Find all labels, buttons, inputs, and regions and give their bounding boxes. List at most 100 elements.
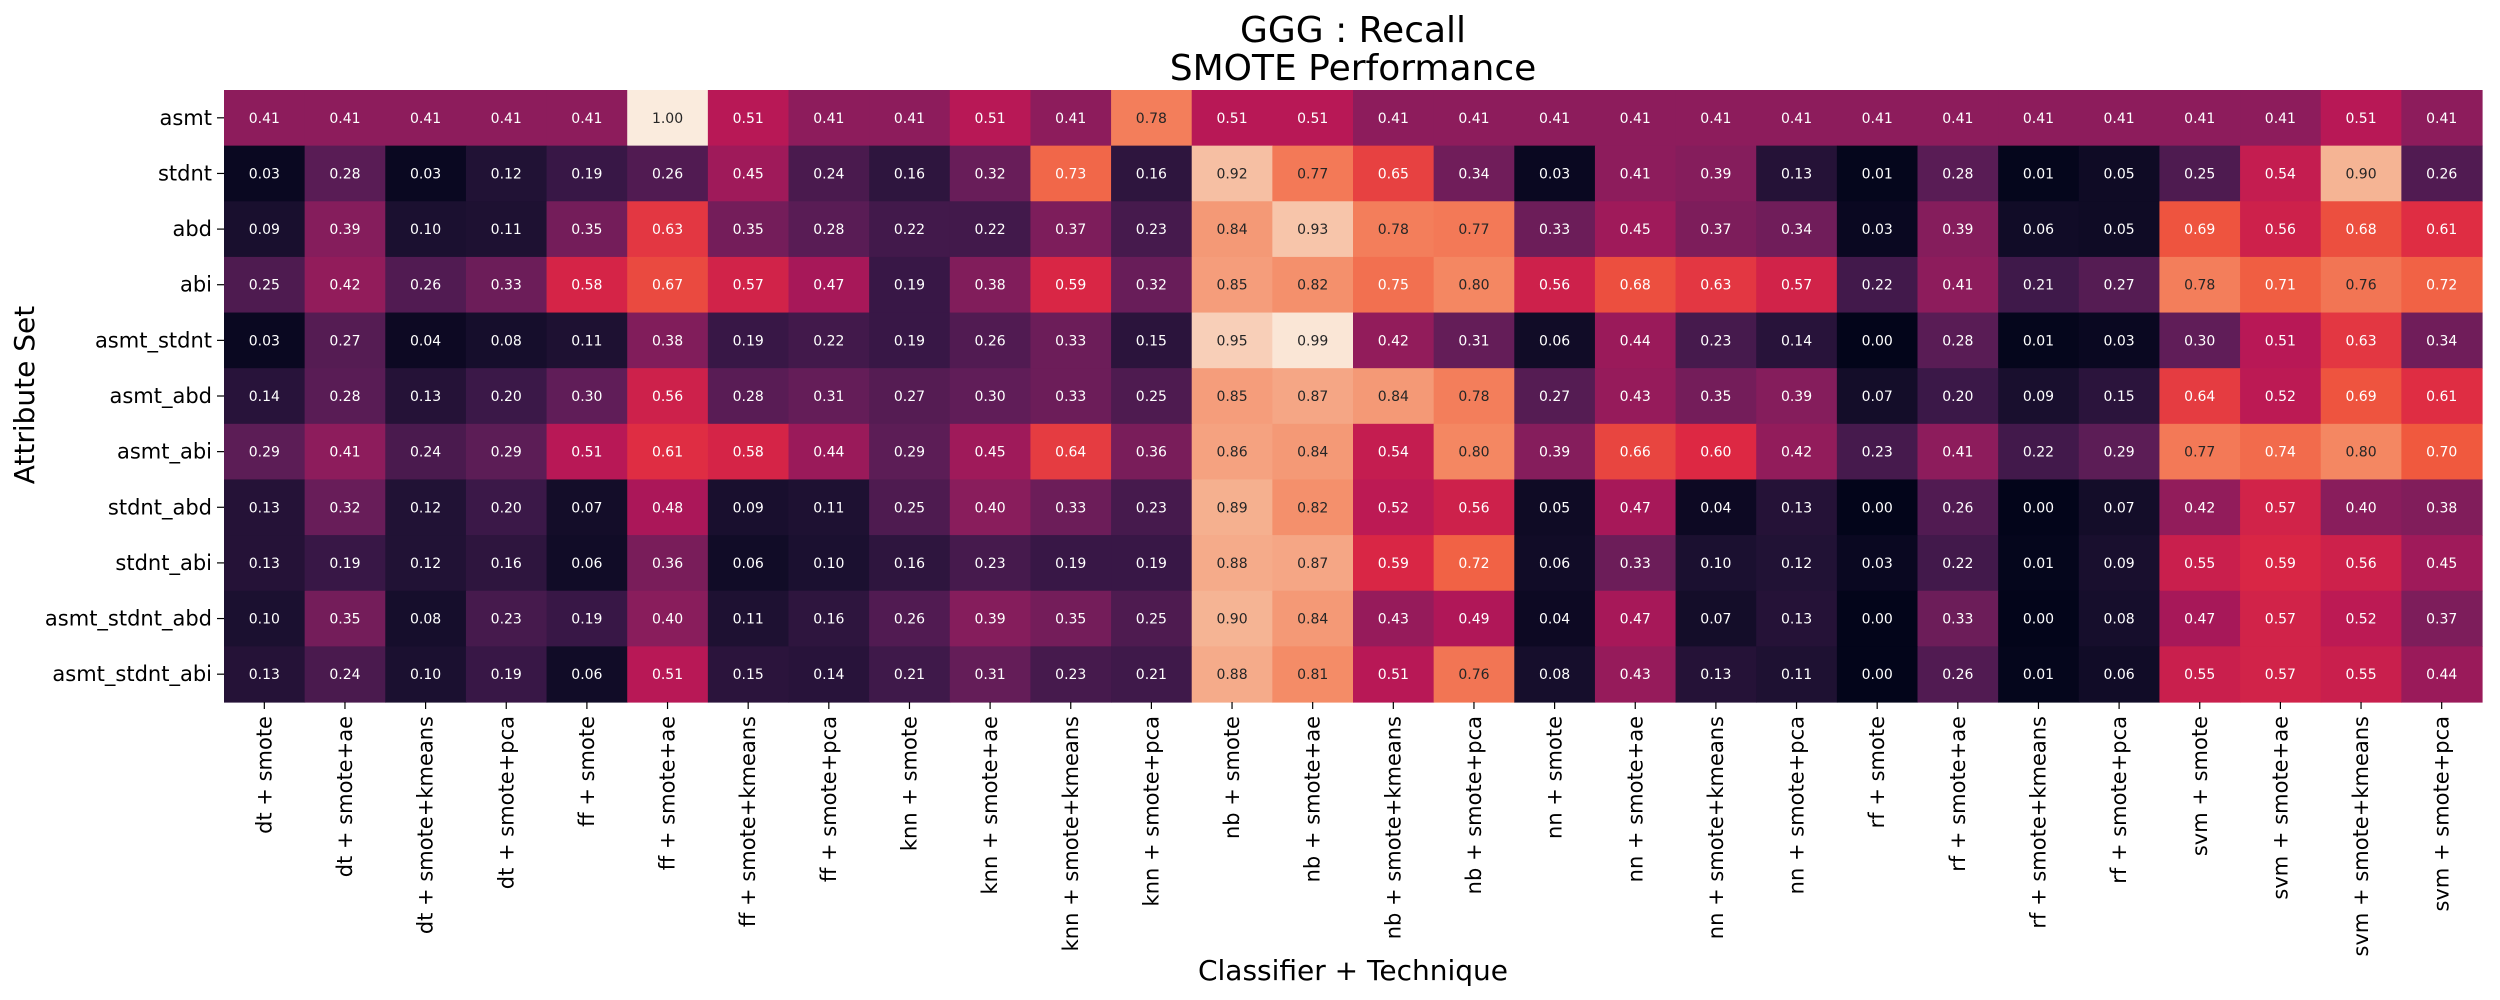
heatmap-cell (1111, 590, 1193, 647)
heatmap-cell (2078, 201, 2161, 258)
heatmap-cell (2078, 145, 2161, 202)
heatmap-cell-value: 0.76 (1458, 667, 1489, 683)
heatmap-cell-value: 0.52 (2265, 389, 2296, 405)
heatmap-cell (2159, 201, 2241, 258)
heatmap-cell (1272, 145, 1354, 202)
heatmap-cell (385, 90, 467, 147)
y-tick-label: asmt_abd (109, 384, 212, 409)
heatmap-cell-value: 0.25 (1136, 389, 1167, 405)
heatmap-cell (385, 312, 467, 369)
heatmap-cell-value: 0.43 (1620, 667, 1651, 683)
heatmap-cell-value: 0.10 (410, 667, 441, 683)
heatmap-cell (627, 646, 709, 703)
heatmap-cell (1917, 479, 1999, 536)
heatmap-cell-value: 0.68 (2345, 222, 2376, 238)
heatmap-cell (1836, 145, 1919, 202)
heatmap-cell-value: 0.45 (2426, 556, 2457, 572)
heatmap-cell-value: 0.41 (1942, 445, 1973, 461)
heatmap-cell (1353, 368, 1435, 425)
heatmap-cell (2159, 368, 2241, 425)
heatmap-cell (949, 312, 1032, 369)
heatmap-cell-value: 0.47 (1620, 612, 1651, 628)
heatmap-cell (1514, 256, 1596, 314)
heatmap-cell-value: 0.01 (2023, 556, 2054, 572)
heatmap-cell (304, 423, 386, 481)
heatmap-cell-value: 0.00 (2023, 500, 2054, 516)
heatmap-cell-value: 0.12 (1781, 556, 1812, 572)
heatmap-cell (1111, 90, 1193, 147)
heatmap-cell (707, 312, 790, 369)
heatmap-cell-value: 0.13 (1700, 667, 1731, 683)
heatmap-cell-value: 0.29 (2104, 445, 2135, 461)
heatmap-cell-value: 0.41 (1781, 111, 1812, 127)
heatmap-cell (2078, 479, 2161, 536)
heatmap-cell (1433, 646, 1515, 703)
heatmap-cell-value: 0.51 (571, 445, 602, 461)
x-tick-label: rf + smote+ae (1946, 716, 1970, 872)
heatmap-cell-value: 0.20 (491, 500, 522, 516)
heatmap-cell-value: 0.00 (1862, 500, 1893, 516)
heatmap-cell (385, 256, 467, 314)
heatmap-cell (1433, 479, 1515, 536)
heatmap-cell-value: 0.11 (491, 222, 522, 238)
heatmap-cell-value: 0.09 (2023, 389, 2054, 405)
heatmap-cell (2401, 256, 2483, 314)
heatmap-cell (304, 646, 386, 703)
heatmap-cell (627, 201, 709, 258)
heatmap-cell (224, 646, 306, 703)
heatmap-cell-value: 0.26 (894, 612, 925, 628)
heatmap-cell-value: 0.36 (652, 556, 683, 572)
heatmap-cell (1272, 90, 1354, 147)
heatmap-cell-value: 0.04 (1700, 500, 1731, 516)
x-tick-label: knn + smote+ae (978, 716, 1002, 895)
heatmap-cell (465, 646, 548, 703)
heatmap-cell-value: 0.57 (2265, 500, 2296, 516)
heatmap-cell (1514, 479, 1596, 536)
heatmap-cell (707, 368, 790, 425)
heatmap-cell (1998, 423, 2080, 481)
heatmap-cell (2240, 201, 2322, 258)
heatmap-cell-value: 0.88 (1216, 667, 1247, 683)
heatmap-cell (1514, 535, 1596, 592)
heatmap-cell (707, 479, 790, 536)
heatmap-cell-value: 0.33 (1620, 556, 1651, 572)
heatmap-cell-value: 0.10 (1700, 556, 1731, 572)
heatmap-cell-value: 0.48 (652, 500, 683, 516)
heatmap-cell (2240, 312, 2322, 369)
heatmap-cell-value: 0.11 (733, 612, 764, 628)
heatmap-cell (1594, 145, 1677, 202)
heatmap-cell (2401, 479, 2483, 536)
heatmap-cell (1030, 535, 1112, 592)
heatmap-cell-value: 0.13 (1781, 500, 1812, 516)
heatmap-cell (224, 368, 306, 425)
heatmap-cell-value: 0.00 (1862, 667, 1893, 683)
heatmap-cell (1836, 535, 1919, 592)
heatmap-cell (1917, 90, 1999, 147)
heatmap-cell (1917, 590, 1999, 647)
heatmap-cell (2078, 590, 2161, 647)
heatmap-cell-value: 0.13 (1781, 166, 1812, 182)
heatmap-cell-value: 0.82 (1297, 278, 1328, 294)
heatmap-cell (304, 145, 386, 202)
heatmap-cell-value: 0.41 (1620, 166, 1651, 182)
heatmap-cell (546, 423, 628, 481)
y-tick-label: asmt_stdnt (95, 328, 212, 353)
heatmap-cell-value: 0.19 (894, 333, 925, 349)
heatmap-cell-value: 0.23 (975, 556, 1006, 572)
heatmap-cell-value: 0.33 (491, 278, 522, 294)
heatmap-cell-value: 0.08 (1539, 667, 1570, 683)
heatmap-cell (1191, 535, 1273, 592)
heatmap-cell (1675, 368, 1757, 425)
heatmap-cell (385, 590, 467, 647)
heatmap-cell-value: 0.31 (813, 389, 844, 405)
heatmap-cell-value: 0.55 (2345, 667, 2376, 683)
heatmap-cell-value: 0.19 (1136, 556, 1167, 572)
heatmap-cell-value: 0.16 (491, 556, 522, 572)
y-tick-label: asmt_stdnt_abd (45, 607, 212, 632)
heatmap-cell (1998, 368, 2080, 425)
heatmap-cell-value: 0.03 (249, 166, 280, 182)
heatmap-cell-value: 0.19 (733, 333, 764, 349)
heatmap-cell-value: 0.19 (571, 166, 602, 182)
heatmap-cell (1030, 201, 1112, 258)
heatmap-cell-value: 0.11 (571, 333, 602, 349)
